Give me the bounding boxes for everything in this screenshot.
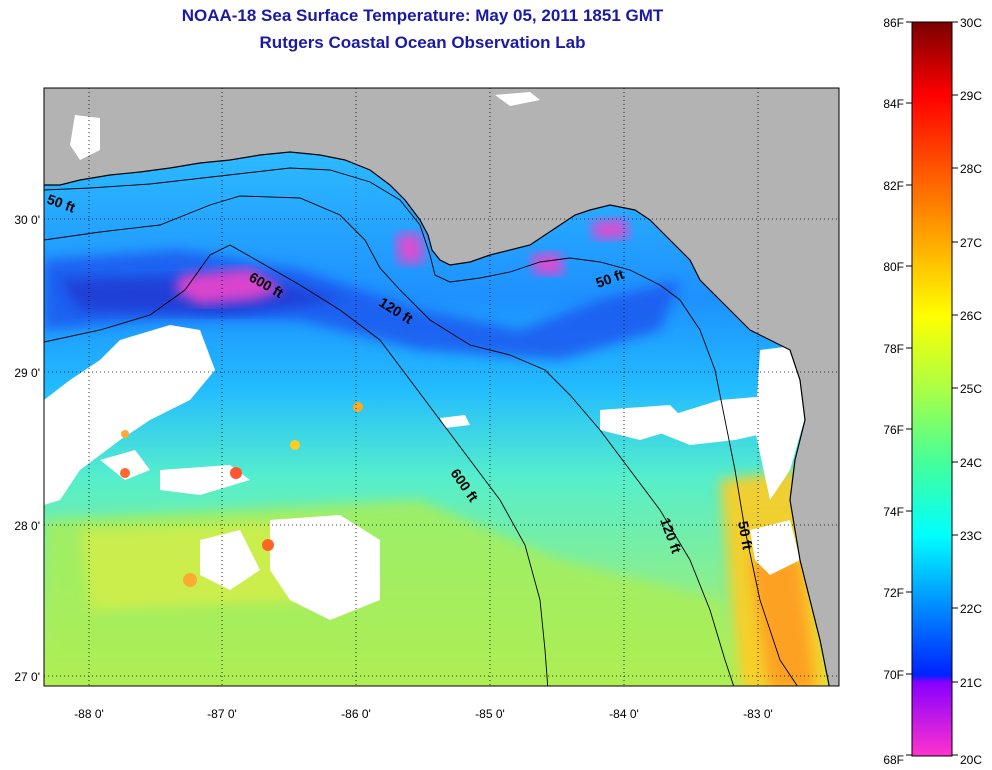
- colorbar-f-label: 78F: [883, 342, 904, 356]
- contour-50ft: [44, 167, 798, 686]
- lon-tick-label: -84 0': [609, 707, 639, 721]
- colorbar-c-label: 25C: [960, 382, 982, 396]
- colorbar-c-label: 26C: [960, 309, 982, 323]
- temperature-colorbar: 86F 84F 82F 80F 78F 76F 74F 72F 70F 68F …: [883, 16, 982, 767]
- contour-label-50ft-south: 50 ft: [735, 520, 756, 551]
- map-subtitle: Rutgers Coastal Ocean Observation Lab: [259, 33, 586, 52]
- grid-lines: [44, 88, 839, 686]
- colorbar-c-label: 23C: [960, 529, 982, 543]
- lon-tick-label: -86 0': [341, 707, 371, 721]
- colorbar-c-label: 21C: [960, 676, 982, 690]
- lat-tick-label: 30 0': [14, 213, 40, 227]
- lat-tick-label: 27 0': [14, 670, 40, 684]
- colorbar-c-label: 24C: [960, 456, 982, 470]
- colorbar-c-label: 27C: [960, 236, 982, 250]
- lon-tick-label: -83 0': [743, 707, 773, 721]
- map-frame: [43, 87, 840, 687]
- colorbar-f-label: 82F: [883, 179, 904, 193]
- colorbar-c-label: 29C: [960, 89, 982, 103]
- colorbar-f-label: 72F: [883, 586, 904, 600]
- colorbar-c-label: 20C: [960, 753, 982, 767]
- colorbar-f-label: 86F: [883, 16, 904, 30]
- colorbar-c-label: 30C: [960, 16, 982, 30]
- lat-tick-label: 28 0': [14, 519, 40, 533]
- lon-tick-label: -87 0': [207, 707, 237, 721]
- colorbar-f-label: 70F: [883, 668, 904, 682]
- colorbar-f-label: 74F: [883, 505, 904, 519]
- lon-tick-label: -88 0': [74, 707, 104, 721]
- contour-120ft: [44, 195, 735, 686]
- contour-600ft: [44, 244, 549, 686]
- map-title: NOAA-18 Sea Surface Temperature: May 05,…: [181, 6, 664, 25]
- lon-axis: -88 0' -87 0' -86 0' -85 0' -84 0' -83 0…: [74, 707, 773, 721]
- lat-tick-label: 29 0': [14, 366, 40, 380]
- colorbar-f-label: 68F: [883, 753, 904, 767]
- colorbar-c-label: 22C: [960, 602, 982, 616]
- colorbar-c-label: 28C: [960, 162, 982, 176]
- lon-tick-label: -85 0': [475, 707, 505, 721]
- lat-axis: 30 0' 29 0' 28 0' 27 0': [14, 213, 40, 684]
- sea-surface-layer: [44, 88, 839, 686]
- colorbar-f-label: 80F: [883, 260, 904, 274]
- colorbar-f-label: 76F: [883, 423, 904, 437]
- colorbar-f-label: 84F: [883, 97, 904, 111]
